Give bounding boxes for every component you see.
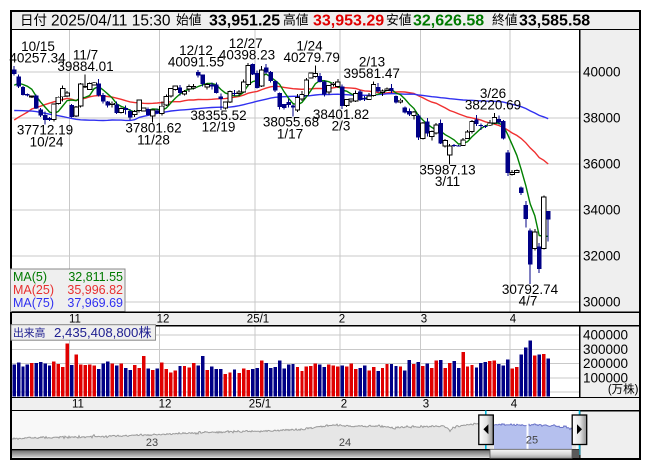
svg-text:30792.74: 30792.74 — [502, 282, 559, 297]
svg-text:38355.52: 38355.52 — [190, 108, 246, 123]
svg-text:37712.19: 37712.19 — [17, 123, 73, 138]
svg-text:40279.79: 40279.79 — [284, 50, 340, 65]
svg-text:3: 3 — [421, 314, 427, 326]
svg-text:12/12: 12/12 — [179, 43, 213, 58]
svg-text:33,953.29: 33,953.29 — [313, 13, 384, 30]
svg-text:38000: 38000 — [583, 111, 621, 126]
svg-text:日付: 日付 — [20, 13, 47, 28]
svg-text:MA(25): MA(25) — [13, 283, 54, 297]
svg-text:34000: 34000 — [583, 203, 621, 218]
svg-text:4: 4 — [510, 314, 517, 326]
svg-text:(万株): (万株) — [608, 382, 639, 396]
svg-text:39884.01: 39884.01 — [57, 59, 113, 74]
svg-text:300000: 300000 — [583, 342, 628, 357]
svg-text:35987.13: 35987.13 — [419, 162, 475, 177]
svg-text:2: 2 — [339, 314, 345, 326]
svg-text:33,951.25: 33,951.25 — [209, 13, 280, 30]
svg-text:2,435,408,800株: 2,435,408,800株 — [54, 325, 152, 340]
svg-text:40398.23: 40398.23 — [219, 47, 275, 62]
svg-text:12/27: 12/27 — [229, 36, 263, 51]
svg-text:32000: 32000 — [583, 249, 621, 264]
svg-text:終値: 終値 — [492, 13, 518, 28]
svg-text:38401.82: 38401.82 — [313, 107, 369, 122]
svg-text:2: 2 — [341, 399, 347, 411]
svg-text:1/17: 1/17 — [277, 126, 303, 141]
svg-text:11/28: 11/28 — [137, 132, 170, 147]
svg-text:11/7: 11/7 — [73, 48, 98, 63]
svg-text:33,585.58: 33,585.58 — [519, 13, 590, 30]
svg-text:10/15: 10/15 — [21, 39, 55, 54]
svg-text:12: 12 — [157, 314, 170, 326]
svg-text:3/11: 3/11 — [435, 174, 460, 189]
svg-text:高値: 高値 — [283, 13, 309, 28]
svg-text:37801.62: 37801.62 — [125, 121, 181, 136]
svg-text:37,969.69: 37,969.69 — [67, 296, 123, 310]
svg-text:32,626.58: 32,626.58 — [413, 13, 484, 30]
svg-text:40091.55: 40091.55 — [168, 54, 224, 69]
svg-text:3: 3 — [423, 399, 429, 411]
svg-text:39581.47: 39581.47 — [344, 66, 400, 81]
svg-text:32,811.55: 32,811.55 — [68, 270, 123, 284]
svg-text:2/13: 2/13 — [359, 55, 385, 70]
svg-text:24: 24 — [339, 437, 351, 449]
svg-text:2/3: 2/3 — [332, 119, 351, 134]
svg-text:4/7: 4/7 — [519, 294, 538, 309]
svg-text:12/19: 12/19 — [202, 120, 236, 135]
svg-text:30000: 30000 — [583, 295, 621, 310]
svg-text:40000: 40000 — [583, 65, 621, 80]
svg-text:出来高: 出来高 — [13, 326, 46, 340]
svg-text:35,996.82: 35,996.82 — [67, 283, 123, 297]
svg-text:36000: 36000 — [583, 157, 621, 172]
svg-text:25: 25 — [526, 435, 538, 447]
svg-text:100000: 100000 — [583, 370, 628, 385]
svg-text:1/24: 1/24 — [296, 39, 323, 54]
svg-text:10/24: 10/24 — [30, 134, 64, 149]
svg-text:始値: 始値 — [176, 13, 202, 28]
svg-text:3/26: 3/26 — [480, 86, 506, 101]
svg-text:4: 4 — [511, 399, 518, 411]
svg-text:2025/04/11 15:30: 2025/04/11 15:30 — [51, 13, 171, 30]
svg-text:38220.69: 38220.69 — [465, 97, 521, 112]
svg-text:安値: 安値 — [386, 13, 412, 28]
svg-text:MA(75): MA(75) — [13, 296, 54, 310]
svg-text:40257.34: 40257.34 — [9, 51, 66, 66]
svg-text:23: 23 — [146, 437, 158, 449]
svg-text:25/1: 25/1 — [249, 399, 271, 411]
svg-text:12: 12 — [159, 399, 172, 411]
svg-text:11: 11 — [69, 314, 81, 326]
svg-text:11: 11 — [72, 399, 84, 411]
svg-text:25/1: 25/1 — [247, 314, 269, 326]
svg-text:MA(5): MA(5) — [13, 270, 47, 284]
svg-text:38055.68: 38055.68 — [263, 115, 319, 130]
svg-text:200000: 200000 — [583, 356, 628, 371]
svg-text:400000: 400000 — [583, 328, 628, 343]
